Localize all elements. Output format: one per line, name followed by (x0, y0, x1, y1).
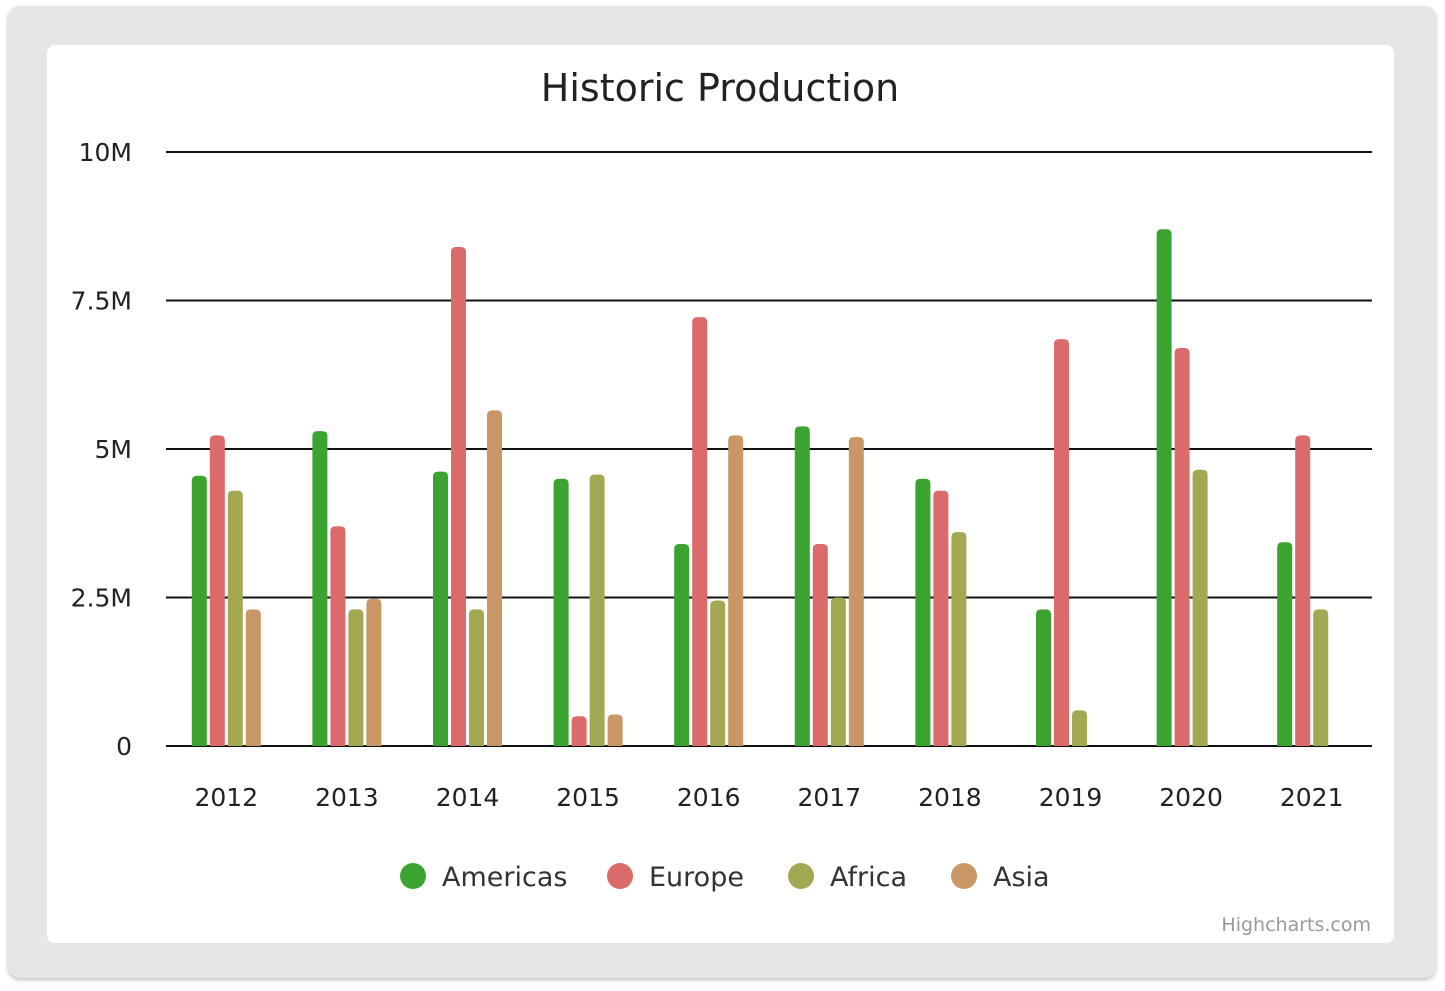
legend-item-africa[interactable]: Africa (788, 862, 907, 893)
x-tick-label: 2015 (556, 783, 620, 812)
x-axis-labels: 2012 2013 2014 2015 2016 2017 2018 2019 2020 2021 (194, 783, 1343, 812)
legend: Americas Europe Africa Asia (400, 862, 1050, 893)
bar-europe-2017[interactable] (812, 544, 828, 746)
legend-label: Americas (442, 862, 567, 893)
chart-title: Historic Production (541, 66, 899, 110)
bar-europe-2014[interactable] (451, 247, 466, 747)
y-tick-label: 7.5M (71, 287, 132, 316)
bar-africa-2019[interactable] (1072, 710, 1087, 746)
legend-marker (788, 863, 814, 889)
bar-europe-2013[interactable] (330, 526, 346, 746)
bar-asia-2016[interactable] (728, 435, 744, 746)
x-tick-label: 2021 (1280, 783, 1344, 812)
legend-item-asia[interactable]: Asia (951, 862, 1050, 893)
bar-africa-2017[interactable] (830, 597, 846, 747)
x-tick-label: 2017 (797, 783, 861, 812)
bar-africa-2018[interactable] (951, 532, 967, 746)
bar-europe-2018[interactable] (933, 490, 949, 746)
bar-europe-2020[interactable] (1174, 348, 1190, 746)
bar-americas-2014[interactable] (433, 471, 448, 746)
bar-americas-2013[interactable] (312, 431, 328, 746)
bar-asia-2014[interactable] (487, 410, 502, 746)
x-tick-label: 2018 (918, 783, 982, 812)
bar-europe-2012[interactable] (209, 435, 225, 746)
bar-europe-2019[interactable] (1054, 339, 1069, 746)
x-tick-label: 2020 (1159, 783, 1223, 812)
bar-americas-2019[interactable] (1036, 609, 1051, 746)
legend-marker (951, 863, 977, 889)
bar-africa-2015[interactable] (589, 474, 605, 746)
credits-link[interactable]: Highcharts.com (1221, 914, 1371, 936)
legend-marker (400, 863, 426, 889)
y-tick-label: 5M (95, 435, 132, 464)
bar-americas-2015[interactable] (553, 478, 569, 746)
legend-marker (607, 863, 633, 889)
bar-africa-2021[interactable] (1313, 609, 1329, 746)
bar-americas-2020[interactable] (1156, 229, 1172, 747)
bar-asia-2012[interactable] (245, 609, 261, 746)
bar-americas-2021[interactable] (1277, 542, 1293, 746)
bar-asia-2013[interactable] (366, 598, 382, 746)
x-tick-label: 2016 (677, 783, 741, 812)
bar-africa-2020[interactable] (1192, 469, 1208, 746)
legend-item-americas[interactable]: Americas (400, 862, 567, 893)
grid-lines (166, 151, 1372, 747)
y-tick-label: 10M (79, 138, 132, 167)
y-axis-labels: 0 2.5M 5M 7.5M 10M (71, 138, 132, 761)
bar-americas-2018[interactable] (915, 478, 931, 746)
x-tick-label: 2012 (194, 783, 258, 812)
bar-africa-2016[interactable] (710, 600, 726, 746)
legend-label: Africa (830, 862, 907, 893)
legend-item-europe[interactable]: Europe (607, 862, 744, 893)
bar-africa-2012[interactable] (227, 490, 243, 746)
x-tick-label: 2013 (315, 783, 379, 812)
bar-europe-2021[interactable] (1295, 435, 1311, 746)
bar-americas-2017[interactable] (794, 426, 810, 746)
y-tick-label: 0 (116, 732, 132, 761)
bar-europe-2016[interactable] (692, 317, 708, 746)
bar-americas-2016[interactable] (674, 544, 690, 746)
bar-asia-2017[interactable] (848, 437, 864, 746)
x-tick-label: 2014 (436, 783, 500, 812)
legend-label: Asia (993, 862, 1050, 893)
bar-africa-2013[interactable] (348, 609, 364, 746)
x-tick-label: 2019 (1039, 783, 1103, 812)
bars (191, 229, 1329, 747)
bar-asia-2015[interactable] (607, 714, 623, 746)
bar-europe-2015[interactable] (571, 716, 587, 746)
bar-americas-2012[interactable] (191, 475, 207, 746)
bar-africa-2014[interactable] (469, 609, 484, 746)
legend-label: Europe (649, 862, 744, 893)
y-tick-label: 2.5M (71, 584, 132, 613)
